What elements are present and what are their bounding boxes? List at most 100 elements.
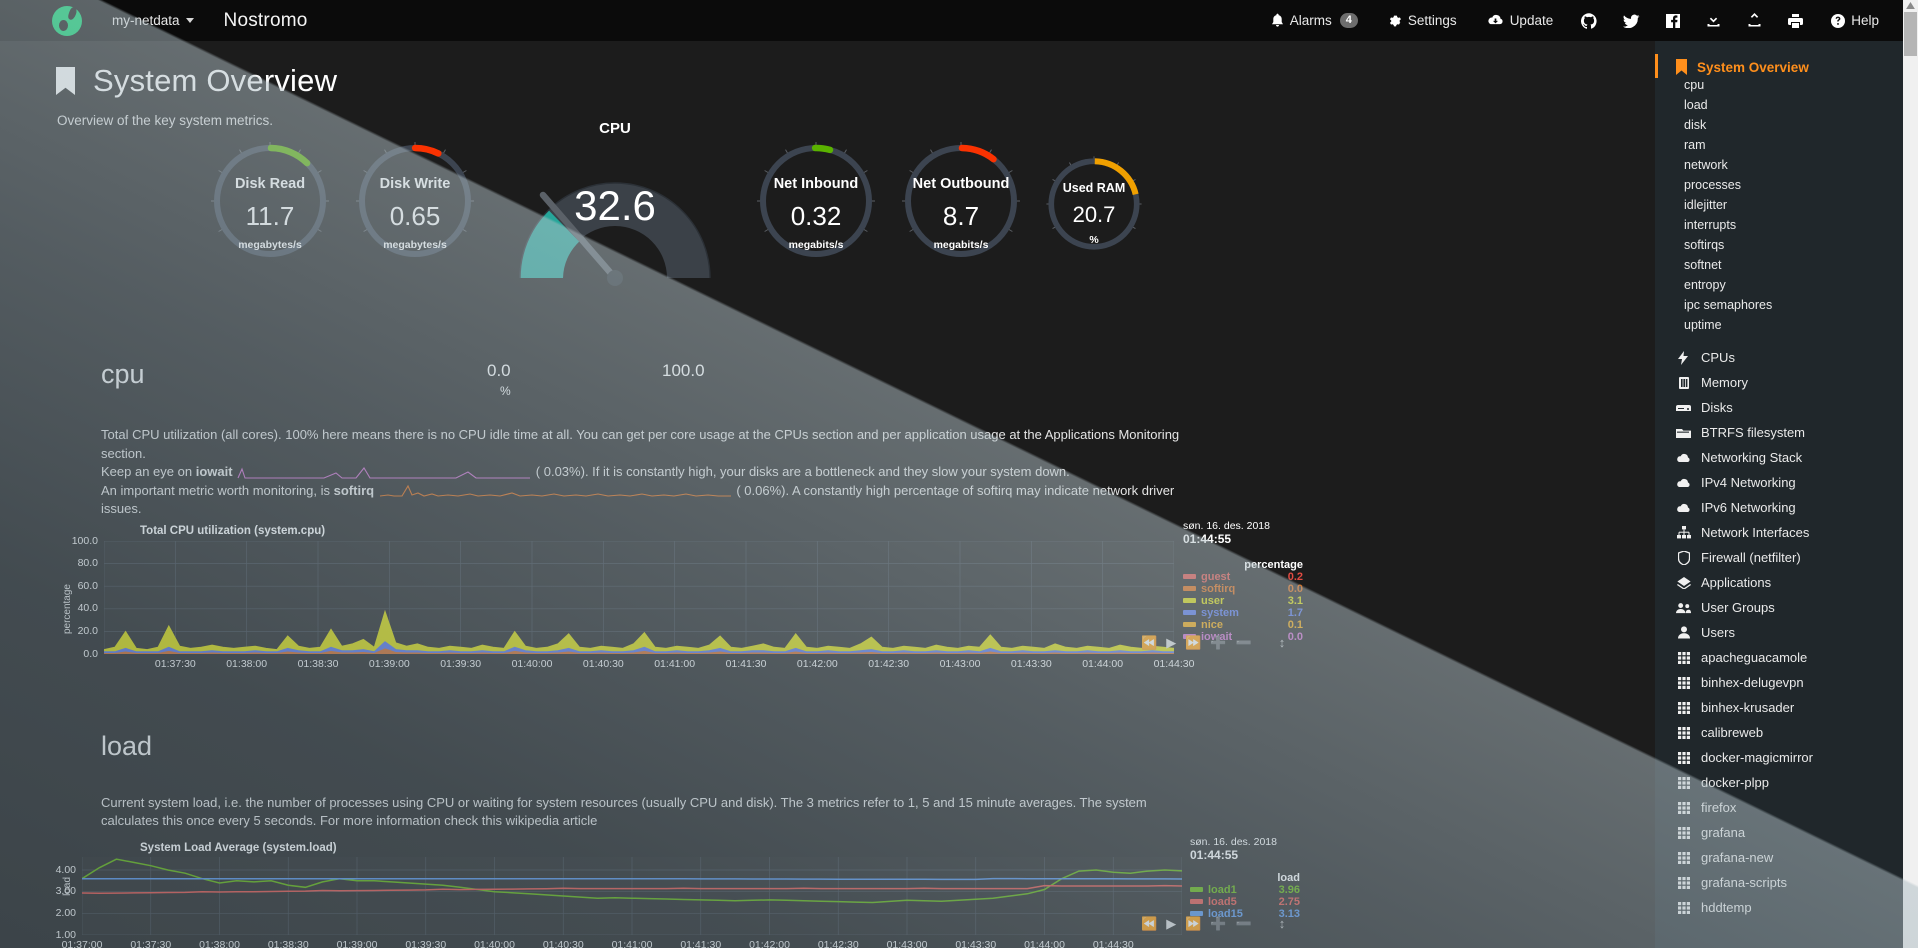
zoom-in-icon[interactable]: ➕ — [1210, 915, 1227, 931]
import-icon[interactable] — [1693, 0, 1734, 41]
sidebar-item-docker-magicmirror[interactable]: docker-magicmirror — [1655, 745, 1918, 770]
sidebar-item-cpus[interactable]: CPUs — [1655, 345, 1918, 370]
print-icon[interactable] — [1775, 0, 1816, 41]
sidebar-subitem-network[interactable]: network — [1684, 158, 1728, 172]
sidebar-item-ipv4-networking[interactable]: IPv4 Networking — [1655, 470, 1918, 495]
y-axis-tick: 60.0 — [77, 579, 98, 592]
sidebar-subitem-softnet[interactable]: softnet — [1684, 258, 1722, 272]
sidebar-item-memory[interactable]: Memory — [1655, 370, 1918, 395]
forward-icon[interactable]: ⏩ — [1185, 915, 1202, 931]
sidebar-item-ipv6-networking[interactable]: IPv6 Networking — [1655, 495, 1918, 520]
x-axis-tick: 01:44:00 — [1024, 938, 1065, 948]
sidebar-section-system-overview[interactable]: System Overview — [1655, 54, 1918, 78]
forward-icon[interactable]: ⏩ — [1185, 634, 1202, 650]
sidebar-item-user-groups[interactable]: User Groups — [1655, 595, 1918, 620]
netdata-logo-icon[interactable] — [52, 5, 82, 36]
play-icon[interactable]: ▶ — [1166, 634, 1177, 650]
export-icon[interactable] — [1734, 0, 1775, 41]
update-button[interactable]: Update — [1472, 0, 1569, 41]
x-axis-tick: 01:42:00 — [749, 938, 790, 948]
gauge-value: 11.7 — [245, 201, 295, 231]
help-button[interactable]: Help — [1816, 0, 1894, 41]
scroll-up-arrow-icon[interactable] — [1906, 2, 1915, 9]
th-icon — [1676, 851, 1691, 864]
sidebar-item-btrfs-filesystem[interactable]: BTRFS filesystem — [1655, 420, 1918, 445]
sidebar-item-applications[interactable]: Applications — [1655, 570, 1918, 595]
legend-series-name: load5 — [1208, 895, 1237, 908]
sidebar-subitem-load[interactable]: load — [1684, 98, 1708, 112]
settings-button[interactable]: Settings — [1373, 0, 1472, 41]
gauge-net-outbound[interactable]: Net Outbound 8.7 megabits/s — [899, 139, 1023, 263]
x-axis-tick: 01:43:30 — [1010, 657, 1052, 670]
gauge-disk-read[interactable]: Disk Read 11.7 megabytes/s — [208, 139, 332, 263]
chart-system-load[interactable]: System Load Average (system.load) load 1… — [0, 836, 1655, 948]
sidebar-item-disks[interactable]: Disks — [1655, 395, 1918, 420]
facebook-icon[interactable] — [1653, 0, 1693, 41]
sidebar-item-calibreweb[interactable]: calibreweb — [1655, 720, 1918, 745]
x-axis-tick: 01:38:30 — [297, 657, 339, 670]
legend-row[interactable]: user 3.1 — [1183, 595, 1303, 607]
github-icon[interactable] — [1568, 0, 1610, 41]
alarms-button[interactable]: Alarms 4 — [1256, 0, 1373, 41]
zoom-out-icon[interactable]: ➖ — [1235, 915, 1252, 931]
sidebar-item-users[interactable]: Users — [1655, 620, 1918, 645]
legend-row[interactable]: system 1.7 — [1183, 607, 1303, 619]
chart-plot-area[interactable] — [81, 856, 1183, 935]
legend-row[interactable]: guest 0.2 — [1183, 571, 1303, 583]
sidebar-subitem-idlejitter[interactable]: idlejitter — [1684, 198, 1728, 212]
sidebar-subitem-softirqs[interactable]: softirqs — [1684, 238, 1725, 252]
gauge-disk-write[interactable]: Disk Write 0.65 megabytes/s — [353, 139, 477, 263]
sidebar-item-grafana-new[interactable]: grafana-new — [1655, 845, 1918, 870]
twitter-icon[interactable] — [1610, 0, 1653, 41]
x-axis-tick: 01:38:00 — [226, 657, 268, 670]
sidebar-item-binhex-delugevpn[interactable]: binhex-delugevpn — [1655, 670, 1918, 695]
legend-time: 01:44:55 — [1183, 531, 1232, 546]
sidebar-item-apacheguacamole[interactable]: apacheguacamole — [1655, 645, 1918, 670]
sidebar-item-firefox[interactable]: firefox — [1655, 795, 1918, 820]
sidebar-subitem-entropy[interactable]: entropy — [1684, 278, 1726, 292]
folder-open-icon — [1676, 427, 1691, 439]
legend-row[interactable]: nice 0.1 — [1183, 619, 1303, 631]
sidebar-item-grafana[interactable]: grafana — [1655, 820, 1918, 845]
sidebar-item-docker-plpp[interactable]: docker-plpp — [1655, 770, 1918, 795]
legend-row[interactable]: load5 2.75 — [1190, 896, 1300, 908]
sidebar-subitem-interrupts[interactable]: interrupts — [1684, 218, 1737, 232]
th-icon — [1676, 751, 1691, 764]
sidebar-item-grafana-scripts[interactable]: grafana-scripts — [1655, 870, 1918, 895]
host-selector[interactable]: my-netdata — [112, 13, 194, 28]
sidebar-item-label: User Groups — [1701, 600, 1775, 615]
sidebar-item-firewall-netfilter[interactable]: Firewall (netfilter) — [1655, 545, 1918, 570]
gauge-used-ram[interactable]: Used RAM 20.7 % — [1044, 154, 1144, 254]
chart-controls-cpu[interactable]: ⏪ ▶ ⏩ ➕ ➖ ↕ — [1141, 635, 1285, 651]
rewind-icon[interactable]: ⏪ — [1141, 915, 1158, 931]
chart-system-cpu[interactable]: Total CPU utilization (system.cpu) perce… — [0, 520, 1655, 679]
sidebar-item-network-interfaces[interactable]: Network Interfaces — [1655, 520, 1918, 545]
play-icon[interactable]: ▶ — [1166, 915, 1177, 931]
resize-handle-icon[interactable]: ↕ — [1278, 635, 1286, 650]
page-scrollbar[interactable] — [1903, 0, 1918, 948]
sidebar-subitem-uptime[interactable]: uptime — [1684, 318, 1722, 332]
legend-row[interactable]: load1 3.96 — [1190, 884, 1300, 896]
x-axis-tick: 01:41:00 — [654, 657, 696, 670]
sidebar-item-hddtemp[interactable]: hddtemp — [1655, 895, 1918, 920]
zoom-out-icon[interactable]: ➖ — [1235, 634, 1252, 650]
chart-plot-area[interactable] — [103, 540, 1175, 654]
sidebar-subitem-ipc-semaphores[interactable]: ipc semaphores — [1684, 298, 1773, 312]
cpu-gauge-title: CPU — [599, 120, 631, 137]
resize-handle-icon[interactable]: ↕ — [1278, 916, 1286, 931]
th-icon — [1676, 676, 1691, 689]
sidebar-subitem-disk[interactable]: disk — [1684, 118, 1707, 132]
sidebar-item-label: calibreweb — [1701, 725, 1764, 740]
legend-row[interactable]: softirq 0.0 — [1183, 583, 1303, 595]
sidebar-subitem-processes[interactable]: processes — [1684, 178, 1741, 192]
sidebar-item-networking-stack[interactable]: Networking Stack — [1655, 445, 1918, 470]
rewind-icon[interactable]: ⏪ — [1141, 634, 1158, 650]
gauge-net-inbound[interactable]: Net Inbound 0.32 megabits/s — [754, 139, 878, 263]
zoom-in-icon[interactable]: ➕ — [1210, 634, 1227, 650]
y-axis-tick: 2.00 — [55, 906, 76, 919]
sidebar-subitem-ram[interactable]: ram — [1684, 138, 1706, 152]
scrollbar-thumb[interactable] — [1904, 12, 1917, 56]
sidebar-item-binhex-krusader[interactable]: binhex-krusader — [1655, 695, 1918, 720]
chart-controls-load[interactable]: ⏪ ▶ ⏩ ➕ ➖ ↕ — [1141, 916, 1285, 932]
sidebar-subitem-cpu[interactable]: cpu — [1684, 78, 1705, 92]
